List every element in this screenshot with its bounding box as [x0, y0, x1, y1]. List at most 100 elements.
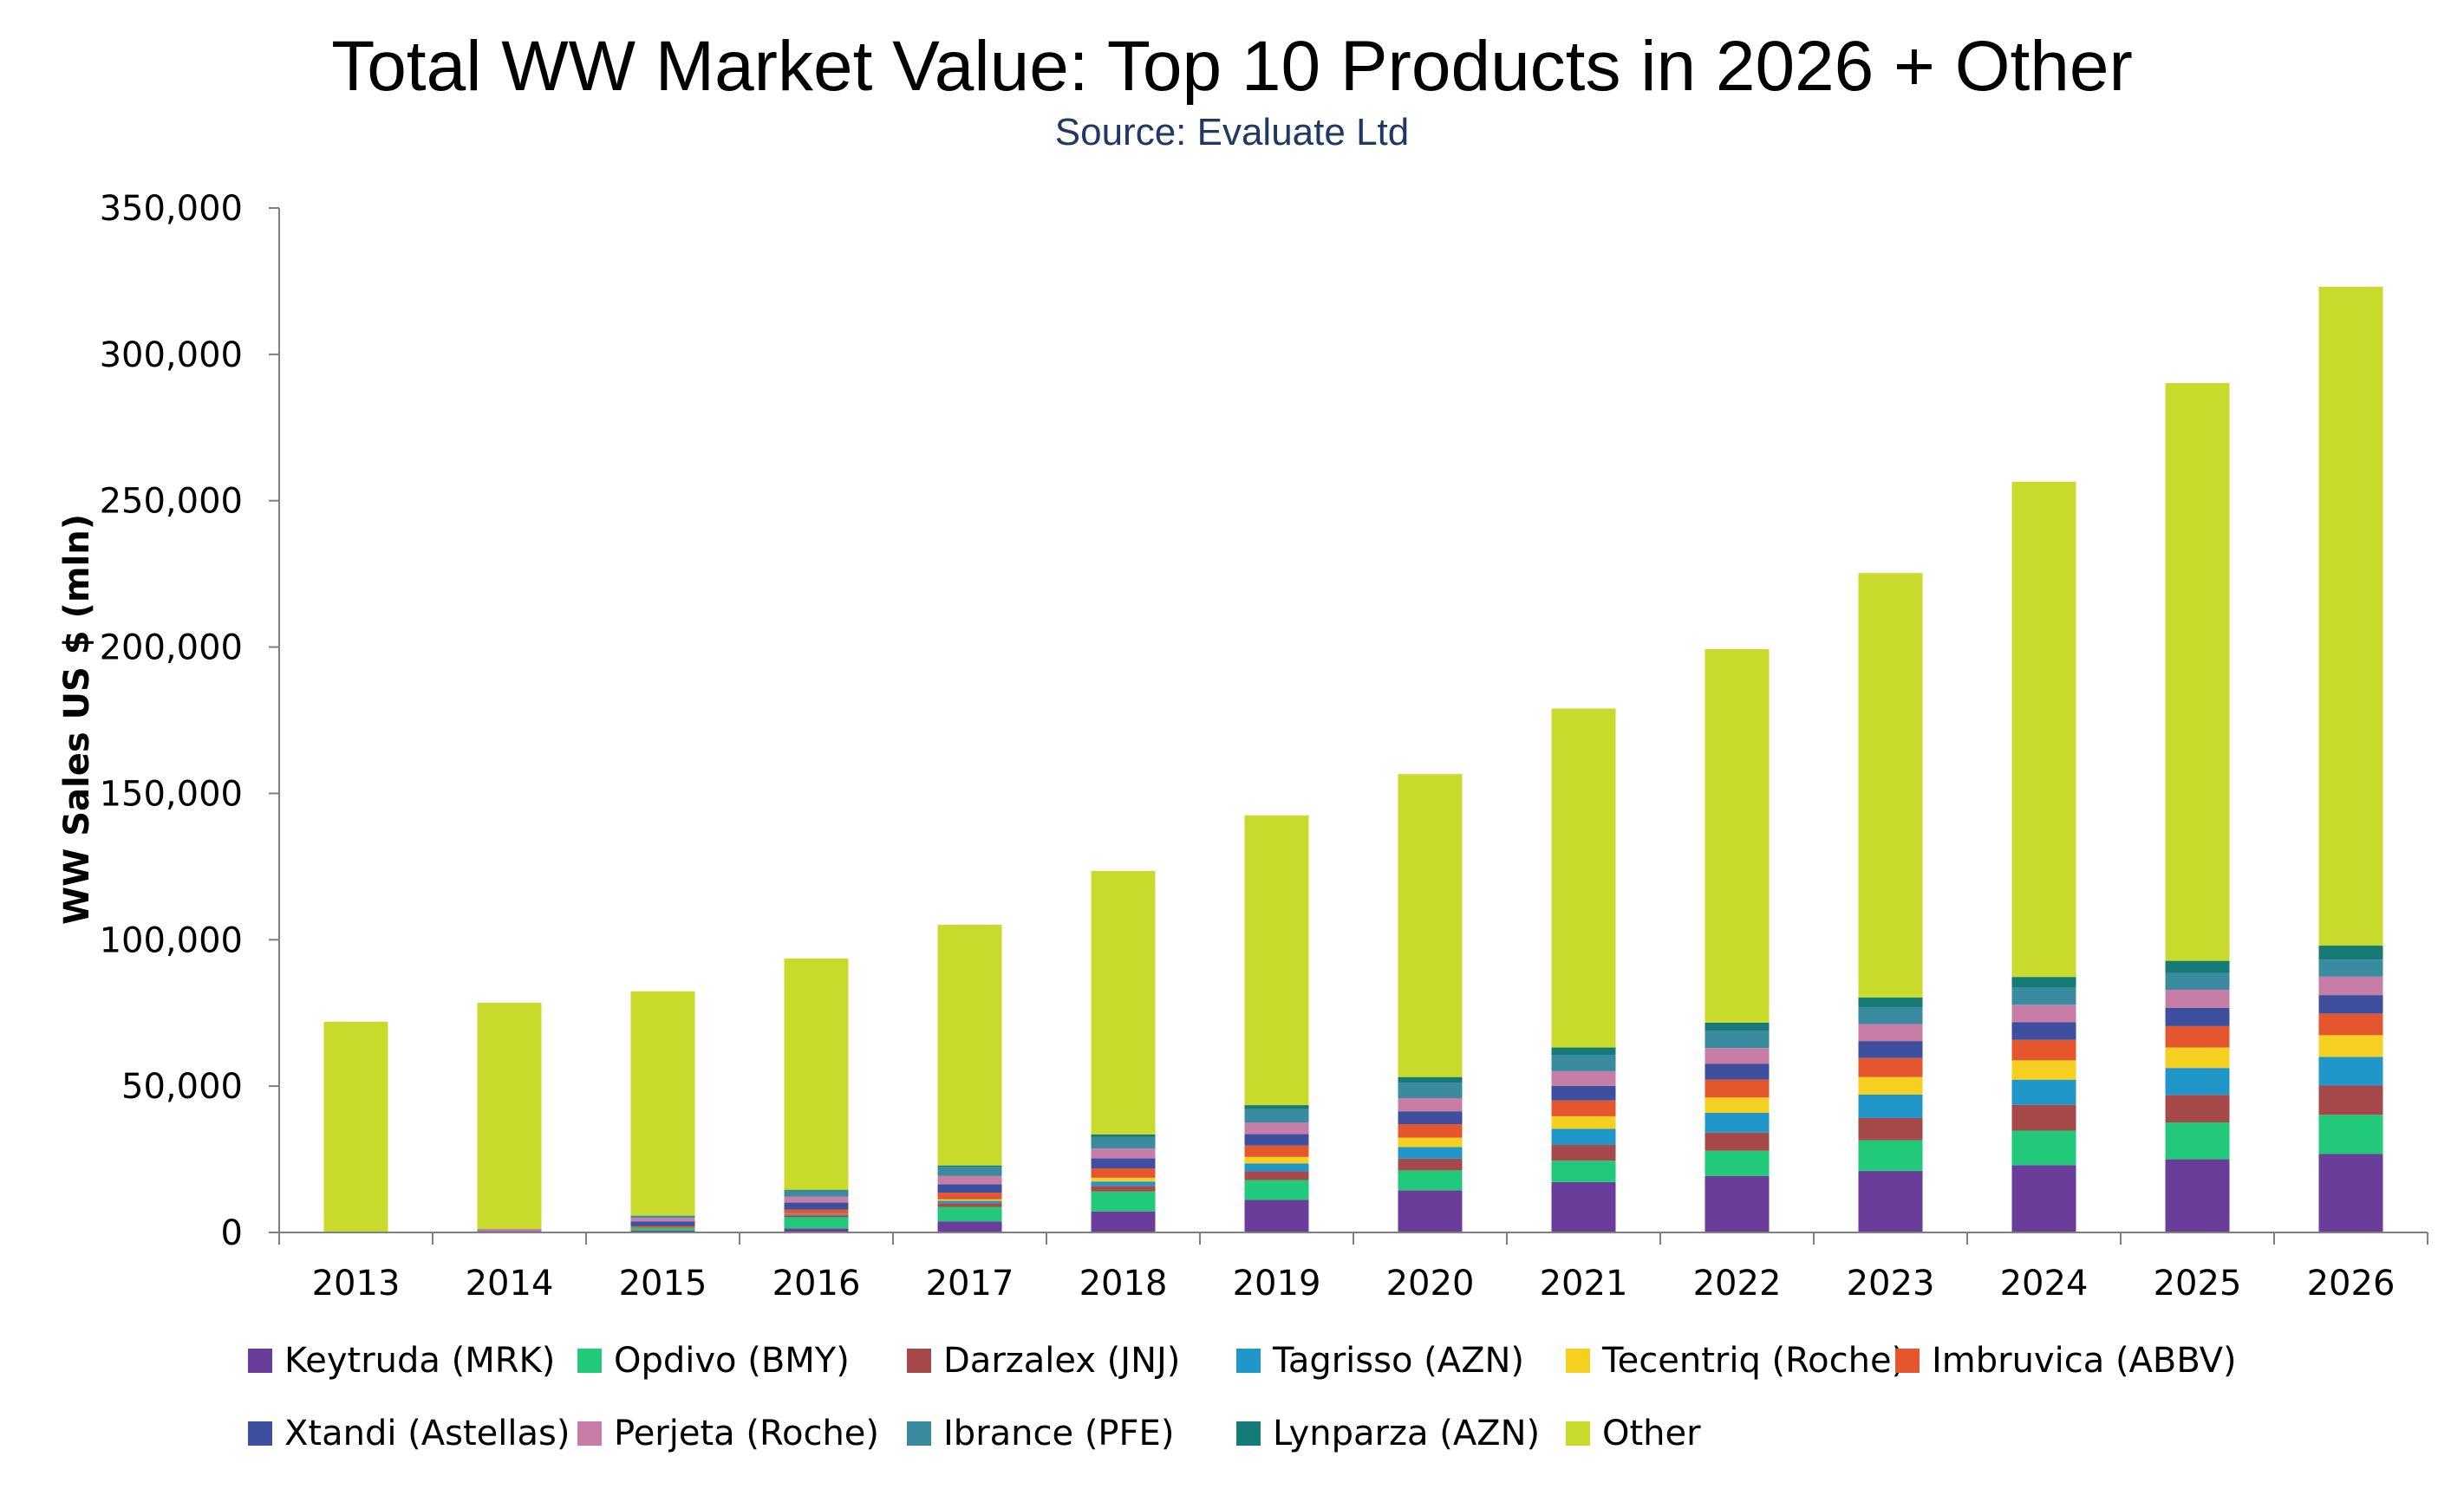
bar-segment-perjeta-roche-2021 [1551, 1070, 1616, 1086]
legend-swatch [1236, 1349, 1261, 1373]
x-tick-label: 2023 [1847, 1264, 1935, 1304]
bar-segment-imbruvica-abbv-2016 [784, 1209, 849, 1214]
bar-segment-perjeta-roche-2020 [1398, 1097, 1463, 1112]
bar-segment-tagrisso-azn-2018 [1091, 1181, 1156, 1187]
bar-segment-other-2013 [323, 1021, 388, 1232]
legend-label: Lynparza (AZN) [1273, 1414, 1541, 1453]
bar-segment-lynparza-azn-2019 [1244, 1105, 1309, 1109]
legend-item: Imbruvica (ABBV) [1895, 1335, 2237, 1387]
y-tick-label: 100,000 [100, 920, 243, 960]
legend-swatch [1566, 1421, 1590, 1446]
y-tick-label: 350,000 [100, 189, 243, 229]
bar-segment-tagrisso-azn-2022 [1705, 1112, 1770, 1133]
x-tick-label: 2016 [772, 1264, 861, 1304]
bar-segment-tagrisso-azn-2017 [937, 1200, 1002, 1204]
bar-segment-imbruvica-abbv-2019 [1244, 1145, 1309, 1157]
bar-segment-keytruda-mrk-2017 [937, 1221, 1002, 1232]
bar-segment-tecentriq-roche-2023 [1858, 1076, 1923, 1095]
y-tick-label: 150,000 [100, 774, 243, 814]
bar-segment-perjeta-roche-2022 [1705, 1048, 1770, 1064]
bar-segment-tecentriq-roche-2022 [1705, 1097, 1770, 1113]
bar-segment-lynparza-azn-2021 [1551, 1047, 1616, 1056]
x-tick-label: 2017 [926, 1264, 1014, 1304]
bar-segment-xtandi-astellas-2025 [2165, 1007, 2230, 1026]
bar-segment-darzalex-jnj-2026 [2318, 1085, 2383, 1115]
bar-segment-darzalex-jnj-2018 [1091, 1186, 1156, 1192]
bar-segment-imbruvica-abbv-2017 [937, 1193, 1002, 1200]
bar-segment-opdivo-bmy-2026 [2318, 1115, 2383, 1154]
bar-segment-tecentriq-roche-2024 [2011, 1060, 2076, 1080]
legend-label: Other [1602, 1414, 1701, 1453]
bar-segment-perjeta-roche-2024 [2011, 1005, 2076, 1023]
bar-segment-tecentriq-roche-2018 [1091, 1177, 1156, 1182]
bar-segment-keytruda-mrk-2024 [2011, 1165, 2076, 1232]
bar-segment-tagrisso-azn-2019 [1244, 1163, 1309, 1172]
legend-swatch [907, 1349, 931, 1373]
bar-segment-perjeta-roche-2017 [937, 1175, 1002, 1185]
y-tick-label: 0 [221, 1213, 243, 1253]
bar-segment-xtandi-astellas-2026 [2318, 995, 2383, 1014]
x-tick-label: 2020 [1386, 1264, 1475, 1304]
bar-segment-perjeta-roche-2023 [1858, 1024, 1923, 1042]
x-tick-label: 2025 [2154, 1264, 2242, 1304]
x-tick-label: 2024 [2000, 1264, 2089, 1304]
bar-segment-xtandi-astellas-2020 [1398, 1111, 1463, 1125]
legend-label: Perjeta (Roche) [614, 1414, 880, 1453]
bar-segment-other-2020 [1398, 774, 1463, 1077]
legend-item: Tagrisso (AZN) [1236, 1335, 1524, 1387]
y-tick-label: 250,000 [100, 482, 243, 522]
bar-segment-xtandi-astellas-2016 [784, 1202, 849, 1210]
legend-item: Lynparza (AZN) [1236, 1408, 1540, 1460]
bar-segment-lynparza-azn-2023 [1858, 997, 1923, 1007]
legend-item: Tecentriq (Roche) [1566, 1335, 1905, 1387]
bar-segment-other-2018 [1091, 870, 1156, 1135]
bar-segment-other-2026 [2318, 286, 2383, 946]
bar-segment-xtandi-astellas-2018 [1091, 1158, 1156, 1169]
y-tick-label: 200,000 [100, 628, 243, 668]
bar-segment-tagrisso-azn-2025 [2165, 1068, 2230, 1096]
bar-segment-other-2024 [2011, 481, 2076, 978]
legend-swatch [907, 1421, 931, 1446]
bar-segment-perjeta-roche-2019 [1244, 1122, 1309, 1135]
legend-label: Xtandi (Astellas) [284, 1414, 570, 1453]
x-tick-label: 2018 [1079, 1264, 1168, 1304]
legend-item: Perjeta (Roche) [577, 1408, 879, 1460]
legend-label: Darzalex (JNJ) [943, 1341, 1181, 1381]
bar-segment-imbruvica-abbv-2023 [1858, 1057, 1923, 1077]
bar-segment-keytruda-mrk-2025 [2165, 1159, 2230, 1232]
legend-swatch [1566, 1349, 1590, 1373]
bar-segment-ibrance-pfe-2018 [1091, 1136, 1156, 1149]
bar-segment-ibrance-pfe-2017 [937, 1167, 1002, 1176]
bar-segment-tagrisso-azn-2021 [1551, 1128, 1616, 1146]
bar-segment-tagrisso-azn-2016 [784, 1214, 849, 1216]
x-tick-label: 2013 [312, 1264, 401, 1304]
legend-label: Keytruda (MRK) [284, 1341, 556, 1381]
bar-segment-ibrance-pfe-2020 [1398, 1083, 1463, 1098]
x-tick-label: 2022 [1693, 1264, 1782, 1304]
bar-segment-other-2015 [630, 991, 695, 1216]
bar-segment-xtandi-astellas-2022 [1705, 1063, 1770, 1080]
bar-segment-imbruvica-abbv-2018 [1091, 1168, 1156, 1178]
bar-segment-tecentriq-roche-2019 [1244, 1156, 1309, 1164]
bar-segment-other-2014 [477, 1002, 542, 1229]
bar-segment-other-2023 [1858, 573, 1923, 998]
bar-segment-imbruvica-abbv-2025 [2165, 1025, 2230, 1048]
bar-segment-tecentriq-roche-2017 [937, 1199, 1002, 1201]
x-tick-label: 2019 [1233, 1264, 1321, 1304]
bar-segment-other-2019 [1244, 815, 1309, 1106]
bar-segment-tecentriq-roche-2026 [2318, 1035, 2383, 1057]
bar-segment-darzalex-jnj-2016 [784, 1215, 849, 1218]
bar-segment-xtandi-astellas-2015 [630, 1221, 695, 1226]
bar-segment-ibrance-pfe-2015 [630, 1215, 695, 1219]
bar-segment-xtandi-astellas-2024 [2011, 1022, 2076, 1040]
legend-item: Xtandi (Astellas) [248, 1408, 570, 1460]
bar-segment-opdivo-bmy-2021 [1551, 1161, 1616, 1182]
bar-segment-perjeta-roche-2025 [2165, 990, 2230, 1008]
bar-segment-opdivo-bmy-2023 [1858, 1140, 1923, 1172]
bar-segment-xtandi-astellas-2021 [1551, 1085, 1616, 1101]
bar-segment-keytruda-mrk-2022 [1705, 1175, 1770, 1232]
bar-segment-tecentriq-roche-2021 [1551, 1115, 1616, 1129]
legend-label: Ibrance (PFE) [943, 1414, 1175, 1453]
legend-item: Ibrance (PFE) [907, 1408, 1174, 1460]
